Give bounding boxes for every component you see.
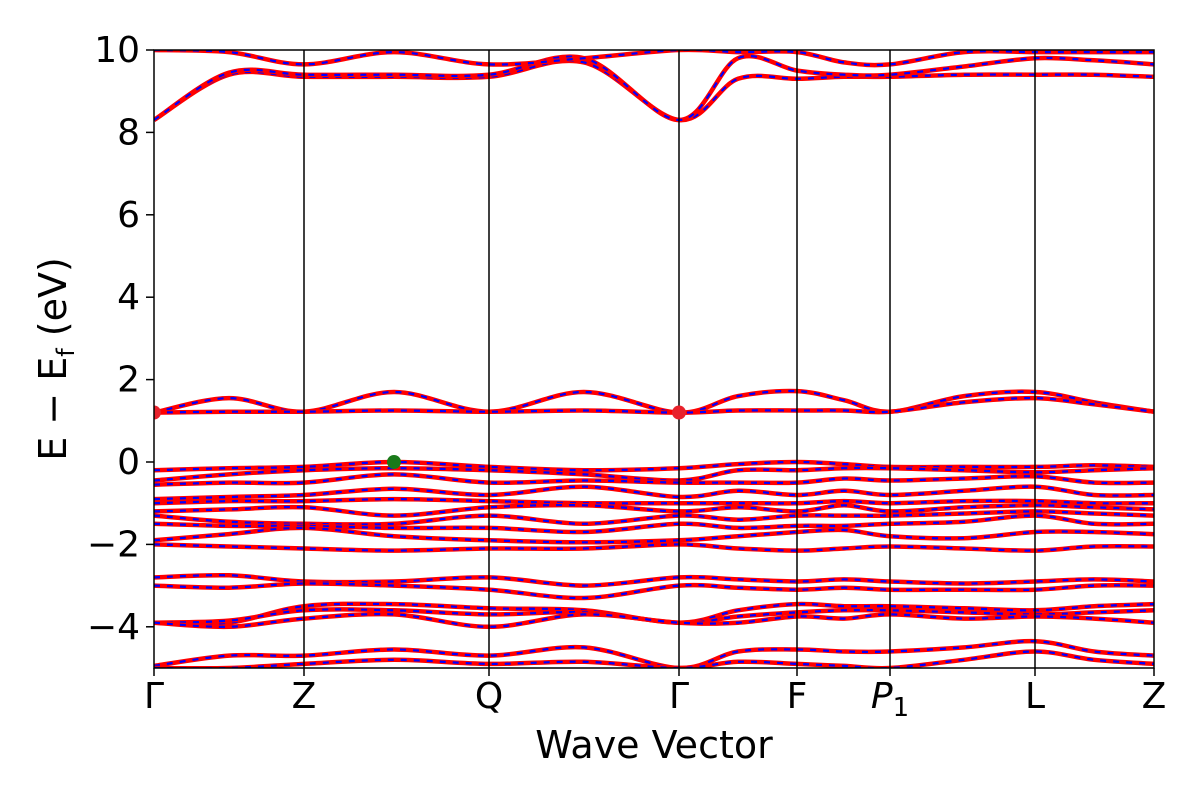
y-axis-ticks: −4 −2 0 2 4 6 8 10 [87, 30, 154, 648]
band-line-dashed-4 [154, 396, 1154, 414]
band-line-dashed-18 [154, 608, 1154, 624]
band-line-3 [154, 388, 1154, 415]
band-line-dashed-9 [154, 497, 1154, 505]
y-axis-title: E − Ef (eV) [31, 257, 80, 461]
band-line-dashed-1 [154, 55, 1154, 122]
y-tick-label-7: 10 [94, 30, 140, 71]
band-line-dashed-12 [154, 514, 1154, 534]
band-line-dashed-16 [154, 582, 1154, 600]
band-line-dashed-6 [154, 466, 1154, 482]
band-line-dashed-8 [154, 485, 1154, 501]
x-tick-label-3: Γ [669, 676, 689, 717]
x-axis-title: Wave Vector [535, 723, 773, 767]
band-line-dashed-21 [154, 650, 1154, 668]
band-line-dashed-13 [154, 526, 1154, 544]
y-tick-label-2: 0 [117, 442, 140, 483]
y-axis-title-main: E − E [31, 357, 75, 461]
y-axis-title-sub: f [52, 348, 80, 357]
y-tick-label-6: 8 [117, 112, 140, 153]
x-tick-label-7: Z [1142, 676, 1167, 717]
band-line-dashed-7 [154, 473, 1154, 486]
point-marker-2 [387, 455, 401, 469]
x-axis-ticks: Γ Z Q Γ F P1 L Z [144, 668, 1166, 723]
x-tick-label-4: F [787, 676, 808, 717]
point-marker-1 [672, 405, 686, 420]
band-line-dashed-14 [154, 543, 1154, 552]
y-tick-label-1: −2 [87, 524, 140, 565]
high-symmetry-lines [303, 50, 1036, 668]
band-line-dashed-2 [154, 50, 1154, 67]
band-line-dashed-0 [154, 59, 1154, 122]
y-tick-label-5: 6 [117, 195, 140, 236]
band-line-dashed-5 [154, 460, 1154, 472]
band-line-dashed-19 [154, 613, 1154, 628]
bands-layer [154, 50, 1154, 668]
x-tick-label-2: Q [475, 676, 503, 717]
y-tick-label-4: 4 [117, 277, 140, 318]
band-line-dashed-20 [154, 640, 1154, 668]
band-line-dashed-10 [154, 503, 1154, 517]
x-tick-label-6: L [1025, 676, 1045, 717]
point-marker-0 [154, 405, 161, 420]
y-tick-label-0: −4 [87, 607, 140, 648]
x-tick-label-1: Z [292, 676, 317, 717]
y-tick-label-3: 2 [117, 360, 140, 401]
markers-layer [154, 405, 686, 469]
plot-frame [153, 49, 1155, 669]
band-line-dashed-17 [154, 602, 1154, 625]
x-tick-label-5: P1 [871, 676, 909, 723]
x-tick-label-0: Γ [144, 676, 164, 717]
y-axis-title-unit: (eV) [31, 257, 75, 348]
